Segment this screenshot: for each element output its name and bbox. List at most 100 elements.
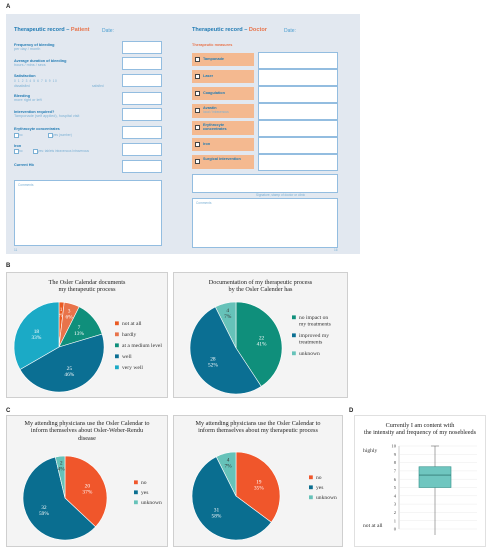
field-sublabel: per day / month	[14, 47, 41, 52]
iron-label: Iron	[14, 144, 22, 148]
y-tick-label: 10	[391, 444, 396, 449]
duration-field[interactable]	[122, 57, 162, 70]
legend-swatch	[134, 500, 138, 505]
legend-label: yes	[316, 485, 323, 491]
legend-label: yes	[141, 490, 148, 496]
legend-swatch	[115, 365, 119, 370]
slice-percent-label: 2%	[57, 313, 65, 319]
iron-no-label: no	[19, 148, 23, 153]
signature-field[interactable]	[192, 174, 338, 193]
avastin-field[interactable]	[258, 103, 338, 120]
legend-swatch	[309, 475, 313, 480]
title-line: inform themselves about Osler-Weber-Rend…	[30, 427, 144, 435]
field-label: Frequency of bleeding	[14, 43, 55, 47]
doctor-comments-label: Comments	[196, 201, 212, 205]
current-hb-field[interactable]	[122, 160, 162, 173]
patient-comments-box[interactable]: Comments	[14, 180, 162, 246]
intervention-field[interactable]	[122, 108, 162, 121]
scale-right-label: satisfied	[92, 83, 104, 88]
measure-erythrocyte[interactable]: Erythrocyte concentrates	[192, 121, 254, 135]
title-line: inform themselves about my therapeutic p…	[198, 427, 318, 435]
measure-surgical[interactable]: Surgical intervention	[192, 155, 254, 169]
title-line: The Osler Calendar documents	[48, 279, 126, 286]
slice-count-label: 28	[210, 356, 216, 362]
y-tick-label: 9	[394, 452, 397, 457]
slice-count-label: 18	[34, 329, 40, 335]
slice-count-label: 32	[41, 505, 47, 511]
legend-swatch	[292, 351, 296, 356]
iron-no-checkbox[interactable]	[14, 149, 19, 154]
checkbox-icon[interactable]	[195, 108, 201, 114]
slice-percent-label: 52%	[208, 362, 218, 368]
iron-measure-field[interactable]	[258, 137, 338, 154]
satisfaction-field[interactable]	[122, 74, 162, 87]
ery-no-checkbox[interactable]	[14, 133, 19, 138]
patient-role-text: Patient	[70, 27, 90, 33]
slice-percent-label: 33%	[31, 335, 41, 341]
checkbox-icon[interactable]	[195, 142, 201, 148]
iron-field[interactable]	[122, 143, 162, 156]
y-tick-label: 1	[394, 518, 397, 523]
erythrocyte-label: Erythrocyte concentrates	[14, 127, 60, 131]
field-label: Bleeding	[14, 94, 31, 98]
pie-slice	[64, 455, 108, 528]
title-line: by the Osler Calender has	[228, 286, 293, 294]
laser-field[interactable]	[258, 69, 338, 86]
checkbox-icon[interactable]	[195, 57, 201, 63]
panel-label-d: D	[349, 408, 354, 414]
ery-yes-checkbox[interactable]	[48, 133, 53, 138]
checkbox-icon[interactable]	[195, 125, 201, 131]
y-tick-label: 8	[394, 460, 397, 465]
slice-percent-label: 58%	[212, 513, 222, 519]
current-hb-label: Current Hb	[14, 163, 34, 167]
legend-swatch	[134, 490, 138, 495]
field-sublabel: hours / mins / secs	[14, 63, 46, 68]
scale-left-label: dissatisfied	[14, 83, 30, 88]
legend-swatch	[134, 480, 138, 485]
title-line: Documentation of my therapeutic process	[208, 279, 313, 286]
legend-swatch	[309, 485, 313, 490]
satisfaction-scale[interactable]: 0 1 2 3 4 5 6 7 8 9 10	[14, 79, 58, 83]
measure-iron[interactable]: Iron	[192, 138, 254, 151]
measure-tamponade[interactable]: Tamponade	[192, 53, 254, 66]
y-tick-label: 7	[394, 469, 397, 474]
patient-title-text: Therapeutic record –	[14, 27, 71, 33]
checkbox-icon[interactable]	[195, 91, 201, 97]
legend-label: unknown	[299, 351, 320, 357]
patient-record-column: Therapeutic record – Patient Date: Frequ…	[10, 14, 182, 254]
chart-c-disease: My attending physicians use the Osler Ca…	[6, 415, 168, 547]
slice-count-label: 4	[227, 458, 230, 464]
surgical-field[interactable]	[258, 154, 338, 171]
legend-swatch	[115, 321, 119, 326]
slice-percent-label: 7%	[224, 464, 232, 470]
doctor-comments-box[interactable]: Comments	[192, 198, 338, 248]
chart-c-therapeutic: My attending physicians use the Osler Ca…	[173, 415, 343, 547]
erythrocyte-measure-field[interactable]	[258, 120, 338, 137]
tamponade-field[interactable]	[258, 52, 338, 69]
measure-avastin[interactable]: Avastin local / intravenous	[192, 104, 254, 118]
chart-title: The Osler Calendar documents my therapeut…	[7, 279, 167, 294]
y-tick-label: 5	[394, 485, 397, 490]
measure-coagulation[interactable]: Coagulation	[192, 87, 254, 100]
frequency-field[interactable]	[122, 41, 162, 54]
legend-label: not at all	[122, 321, 142, 327]
erythrocyte-field[interactable]	[122, 126, 162, 139]
checkbox-icon[interactable]	[195, 74, 201, 80]
bleeding-field[interactable]	[122, 92, 162, 105]
measure-label: Avastin	[203, 106, 217, 110]
chart-title: My attending physicians use the Osler Ca…	[174, 420, 342, 435]
pie-slice	[214, 301, 237, 349]
field-label: Intervention required?	[14, 110, 55, 114]
pie-slice	[215, 451, 237, 497]
iron-yes-checkbox[interactable]	[33, 149, 38, 154]
doctor-record-column: Therapeutic record – Doctor Date: Therap…	[188, 14, 360, 254]
patient-date-label: Date:	[102, 27, 114, 34]
measures-title: Therapeutic measures	[192, 43, 233, 47]
coagulation-field[interactable]	[258, 86, 338, 103]
measure-laser[interactable]: Laser	[192, 70, 254, 83]
checkbox-icon[interactable]	[195, 159, 201, 165]
